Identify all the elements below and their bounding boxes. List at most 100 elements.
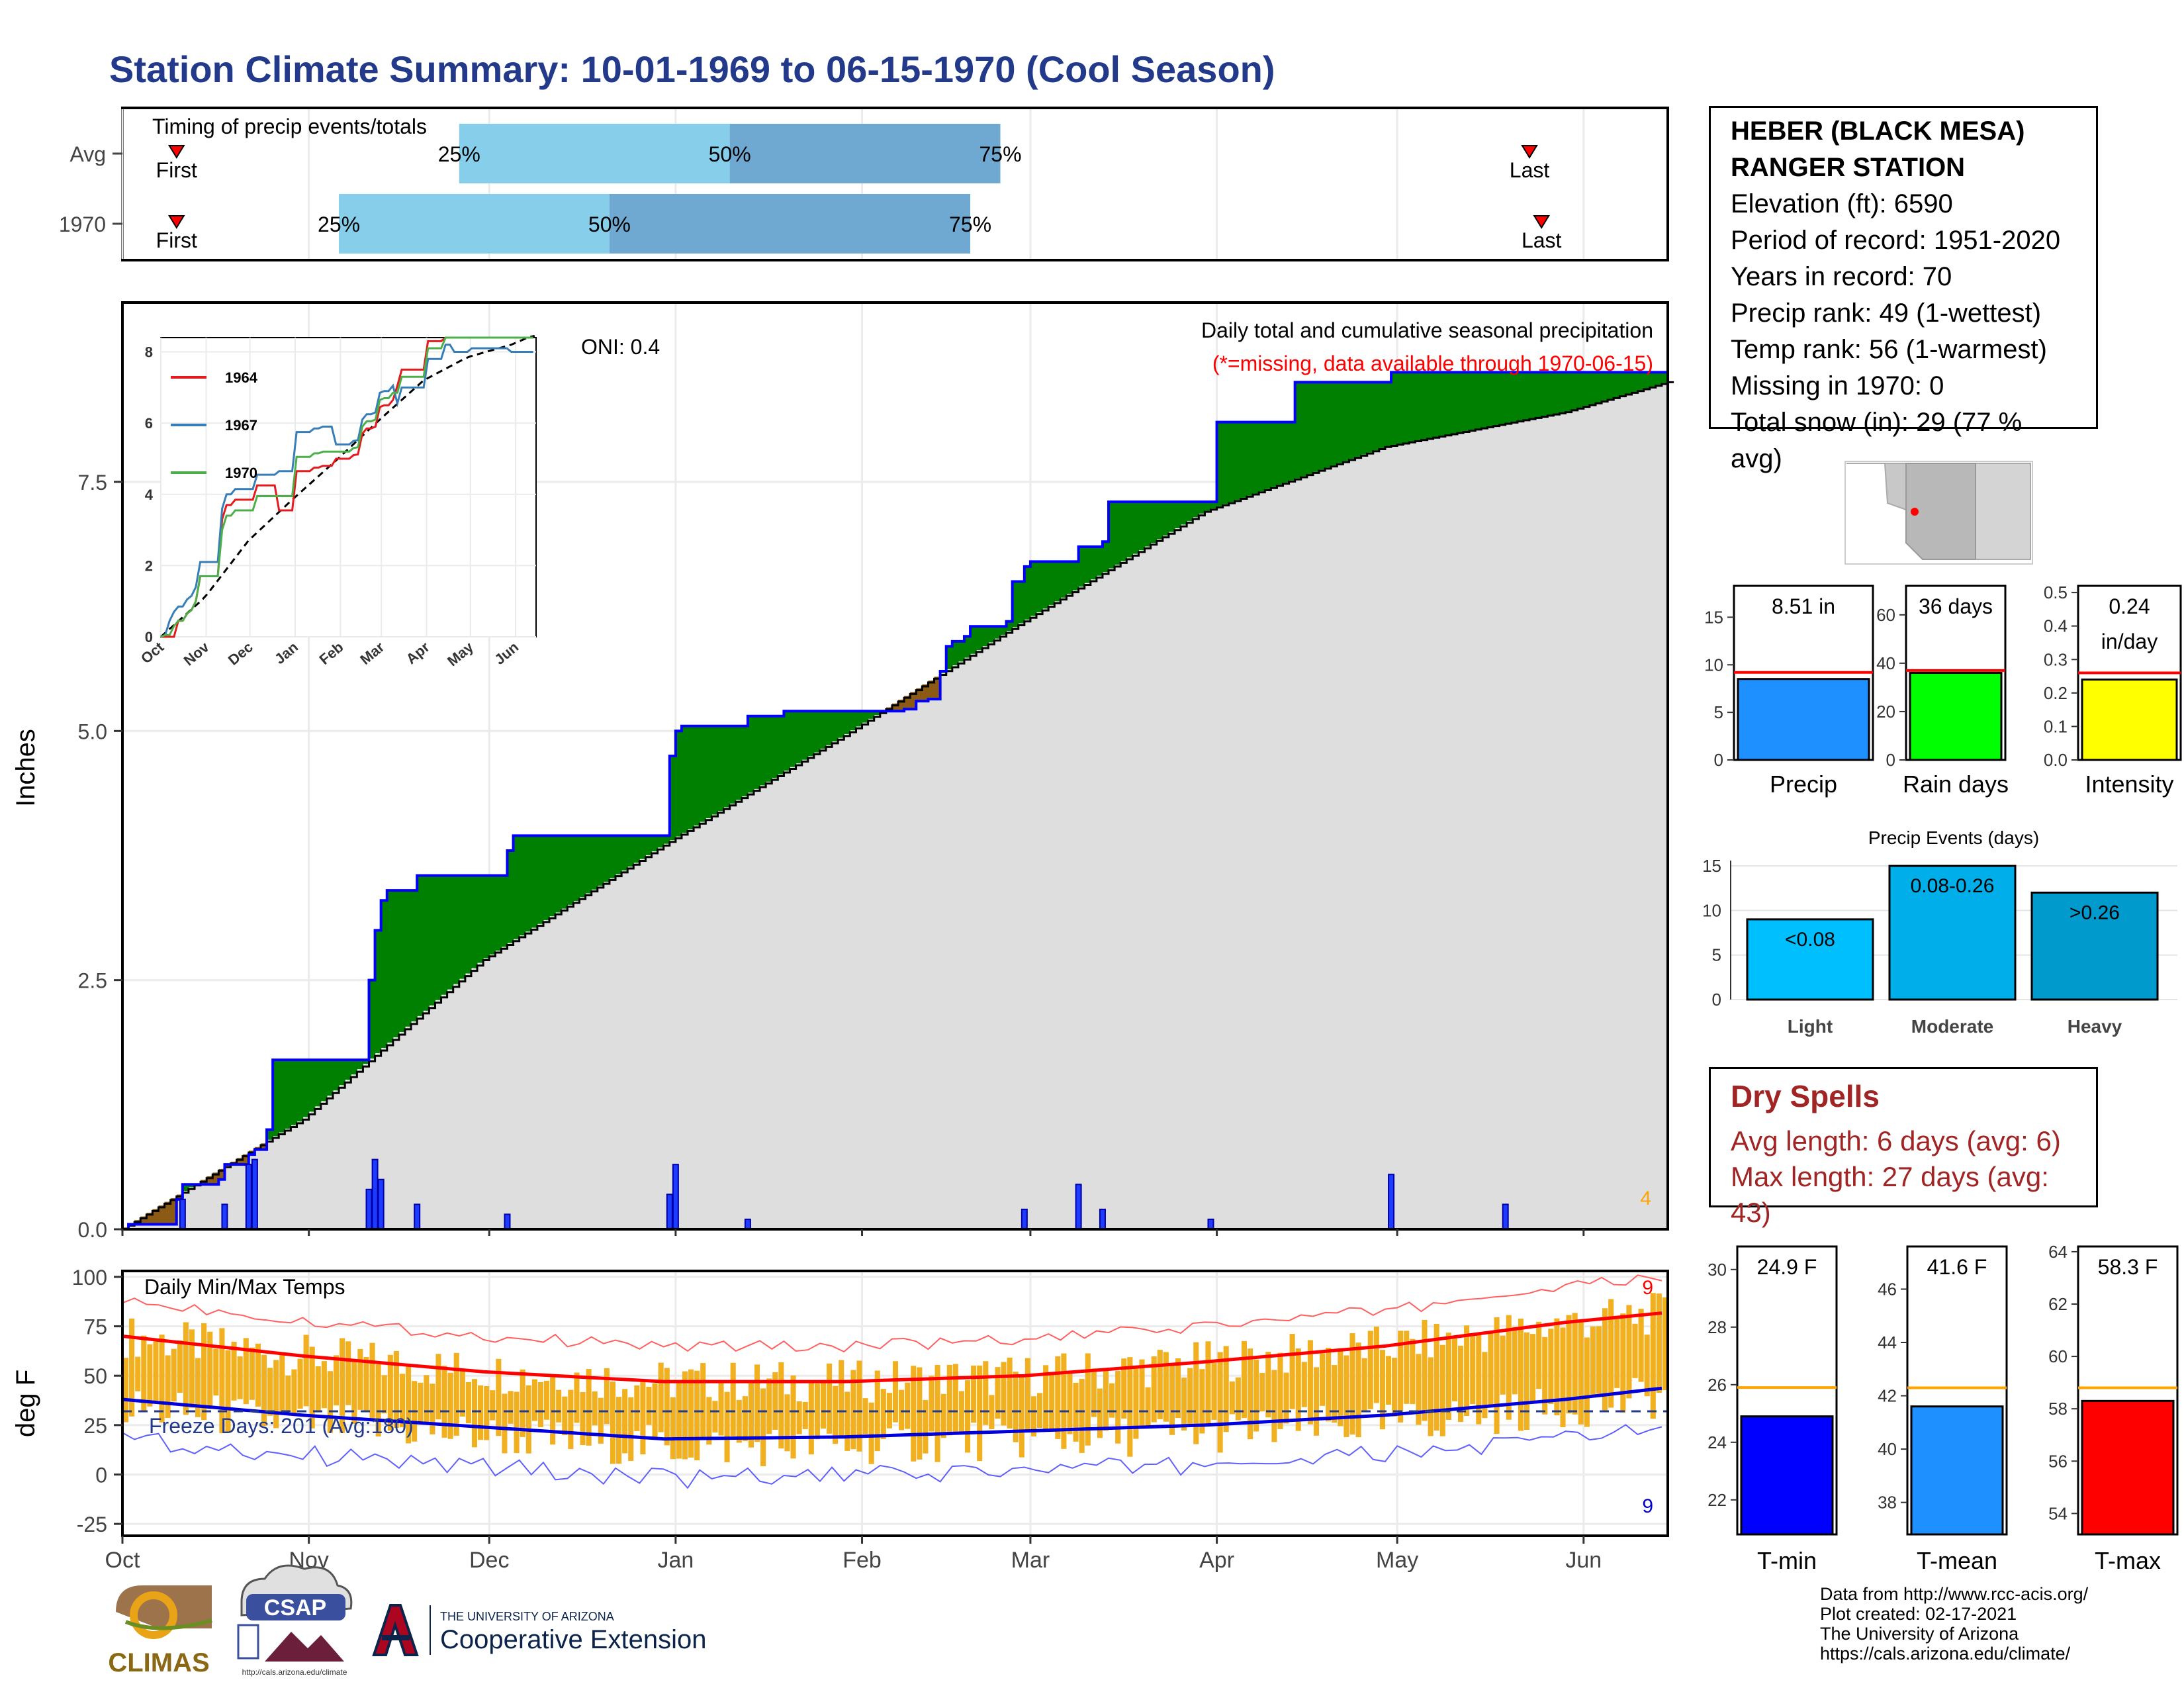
daily-temp-bar bbox=[1392, 1358, 1398, 1417]
daily-temp-bar bbox=[1626, 1305, 1632, 1399]
summary-tick-label: 42 bbox=[1878, 1386, 1897, 1406]
daily-temp-bar bbox=[682, 1371, 688, 1460]
departure-band bbox=[273, 1060, 279, 1137]
departure-band bbox=[1379, 382, 1386, 448]
daily-temp-bar bbox=[1277, 1352, 1283, 1429]
daily-temp-bar bbox=[430, 1383, 435, 1434]
daily-temp-bar bbox=[1608, 1299, 1614, 1408]
departure-band bbox=[1187, 502, 1193, 521]
daily-temp-bar bbox=[658, 1362, 664, 1432]
daily-temp-bar bbox=[1175, 1358, 1181, 1419]
departure-band bbox=[621, 835, 628, 870]
departure-band bbox=[1271, 422, 1278, 487]
departure-band bbox=[1000, 626, 1007, 635]
daily-temp-bar bbox=[1109, 1383, 1115, 1418]
station-precip-rank: Precip rank: 49 (1-wettest) bbox=[1731, 299, 2042, 328]
departure-band bbox=[753, 716, 760, 789]
departure-band bbox=[1115, 502, 1121, 565]
departure-band bbox=[212, 1172, 219, 1185]
departure-band bbox=[260, 1143, 267, 1150]
summary-tick-label: 0.1 bbox=[2044, 716, 2068, 736]
daily-temp-bar bbox=[1001, 1362, 1007, 1426]
departure-band bbox=[729, 726, 737, 804]
summary-tick-label: 60 bbox=[2048, 1346, 2068, 1366]
observed-cumulative-line bbox=[122, 371, 1668, 1231]
daily-temp-bar bbox=[1662, 1297, 1668, 1391]
daily-temp-bar bbox=[880, 1389, 886, 1439]
departure-band bbox=[1649, 372, 1657, 387]
avg-max-line bbox=[122, 1311, 1662, 1383]
departure-band bbox=[1493, 372, 1500, 426]
temp-ytick-label: 100 bbox=[72, 1266, 107, 1289]
departure-band bbox=[615, 835, 622, 874]
credit-line: https://cals.arizona.edu/climate/ bbox=[1820, 1644, 2071, 1664]
departure-band bbox=[645, 835, 653, 855]
departure-band bbox=[1469, 372, 1476, 430]
departure-band bbox=[964, 636, 971, 658]
departure-band bbox=[591, 835, 598, 890]
departure-band bbox=[1300, 382, 1308, 477]
departure-band bbox=[236, 1158, 244, 1165]
daily-temp-bar bbox=[1656, 1293, 1662, 1393]
daily-temp-bar bbox=[814, 1383, 820, 1440]
departure-band bbox=[1529, 372, 1536, 419]
departure-band bbox=[441, 875, 448, 995]
departure-band bbox=[688, 726, 694, 829]
events-category-label: Heavy bbox=[2068, 1016, 2122, 1037]
summary-bar bbox=[1737, 678, 1870, 761]
summary-value-label: 0.24 bbox=[2109, 594, 2150, 618]
departure-band bbox=[1247, 422, 1253, 496]
summary-value-label: 58.3 F bbox=[2098, 1255, 2158, 1279]
departure-band bbox=[976, 626, 983, 650]
events-category-label: Light bbox=[1788, 1016, 1833, 1037]
departure-band bbox=[561, 835, 568, 909]
daily-temp-bar bbox=[766, 1378, 772, 1434]
precip-caption: Daily total and cumulative seasonal prec… bbox=[1201, 318, 1653, 342]
departure-band bbox=[994, 626, 1001, 639]
daily-temp-bar bbox=[309, 1346, 315, 1429]
summary-tick-label: 0.0 bbox=[2044, 750, 2068, 770]
inset-legend-label: 1967 bbox=[225, 417, 257, 434]
daily-temp-bar bbox=[1205, 1341, 1211, 1425]
daily-temp-bar bbox=[1271, 1370, 1277, 1442]
inset-ytick-label: 6 bbox=[145, 415, 153, 432]
departure-band bbox=[1018, 581, 1025, 624]
daily-temp-bar bbox=[1169, 1364, 1175, 1435]
freeze-days: Freeze Days: 201 (Avg:180) bbox=[149, 1414, 414, 1438]
daily-precip-bar bbox=[365, 1188, 373, 1230]
daily-temp-bar bbox=[1548, 1329, 1554, 1404]
month-tick-label: Apr bbox=[1199, 1548, 1234, 1573]
departure-band bbox=[531, 835, 538, 928]
summary-tick-label: 20 bbox=[1876, 702, 1895, 722]
summary-axis-label: T-mean bbox=[1917, 1547, 1997, 1574]
daily-temp-bar bbox=[1332, 1365, 1338, 1423]
timing-row-label: 1970 bbox=[59, 212, 106, 236]
departure-band bbox=[819, 711, 827, 749]
timing-pct-label: 75% bbox=[949, 212, 991, 236]
daily-temp-bar bbox=[568, 1389, 574, 1450]
events-tick-label: 0 bbox=[1712, 990, 1721, 1009]
summary-tick-label: 0.4 bbox=[2044, 616, 2068, 636]
daily-temp-bar bbox=[195, 1358, 201, 1417]
departure-band bbox=[218, 1168, 226, 1180]
departure-band bbox=[970, 626, 977, 654]
departure-band bbox=[711, 726, 719, 815]
daily-temp-bar bbox=[1013, 1372, 1019, 1442]
temp-ytick-label: 0 bbox=[95, 1463, 107, 1487]
daily-temp-bar bbox=[141, 1335, 147, 1411]
station-temp-rank: Temp rank: 56 (1-warmest) bbox=[1731, 335, 2047, 364]
daily-temp-bar bbox=[802, 1401, 808, 1429]
departure-band bbox=[1349, 382, 1356, 459]
departure-band bbox=[627, 835, 634, 867]
daily-temp-bar bbox=[1506, 1315, 1512, 1420]
daily-temp-bar bbox=[183, 1322, 189, 1415]
timing-bar-low bbox=[459, 124, 730, 183]
daily-temp-bar bbox=[1422, 1319, 1428, 1421]
daily-temp-bar bbox=[958, 1391, 964, 1432]
daily-temp-bar bbox=[453, 1352, 459, 1436]
daily-temp-bar bbox=[1536, 1321, 1542, 1389]
daily-temp-bar bbox=[868, 1402, 874, 1464]
departure-band bbox=[363, 1060, 370, 1064]
summary-tick-label: 54 bbox=[2048, 1503, 2068, 1523]
